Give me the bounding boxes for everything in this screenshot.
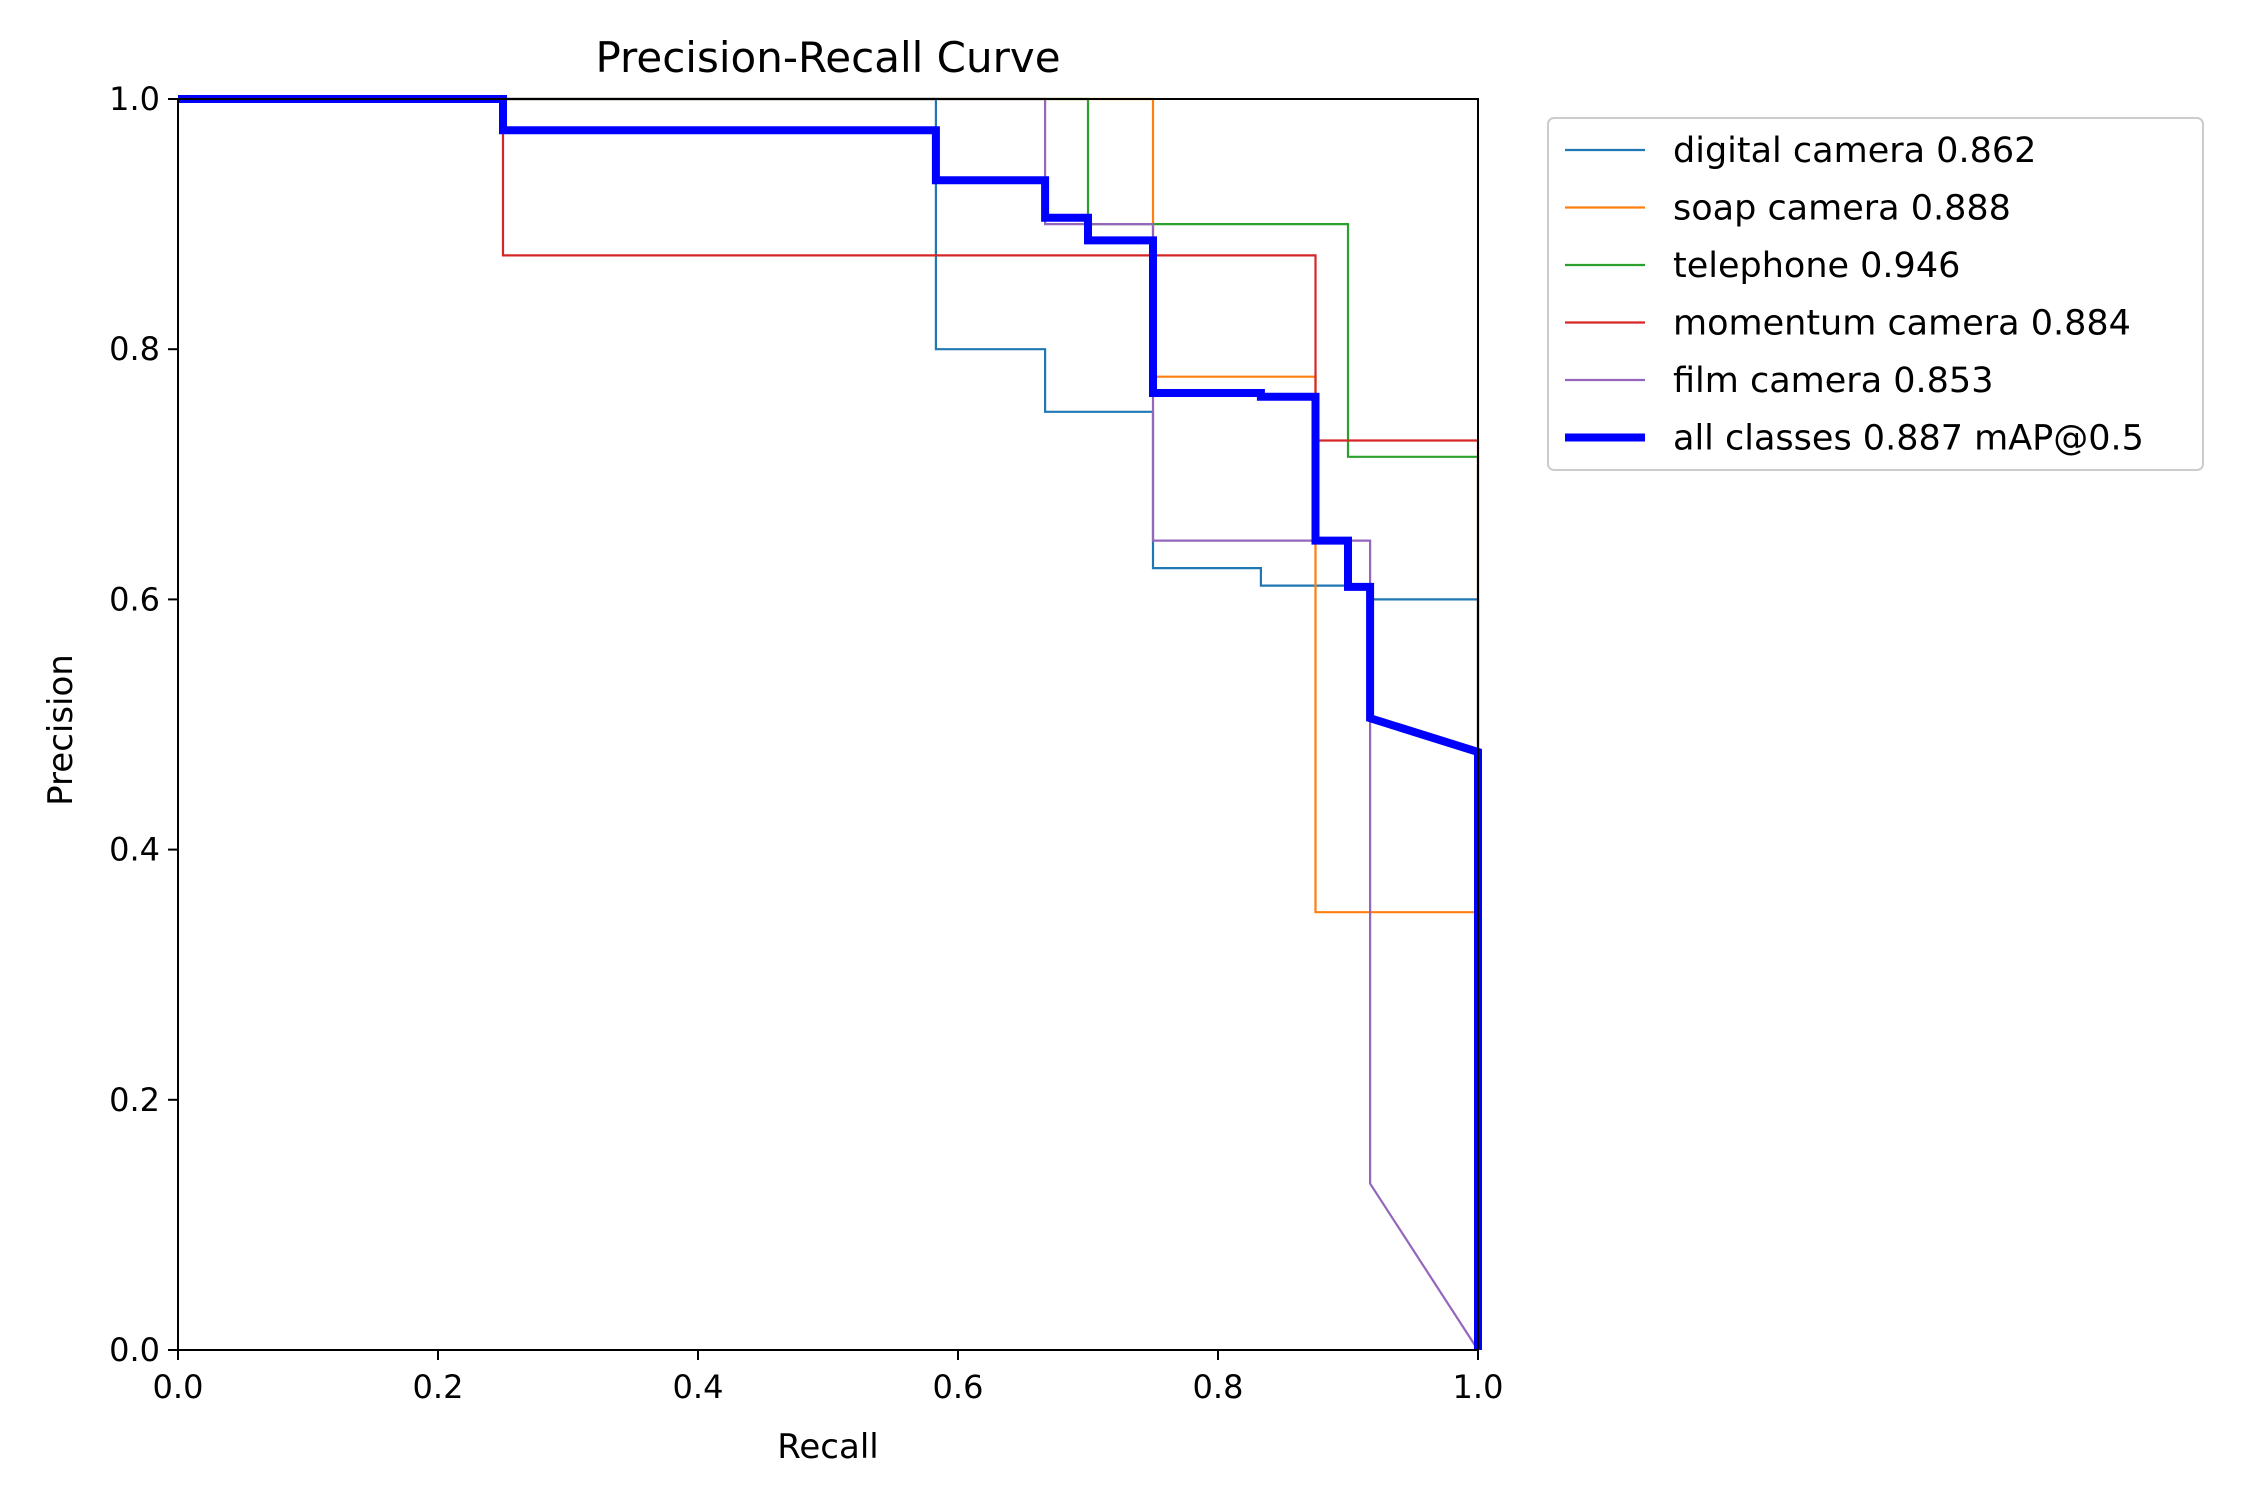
- x-tick-label: 0.2: [413, 1368, 464, 1406]
- series-line-0: [178, 97, 1480, 1350]
- y-axis-label: Precision: [41, 654, 81, 806]
- series-line-2: [178, 97, 1480, 1350]
- chart-title: Precision-Recall Curve: [595, 33, 1060, 82]
- legend-label: momentum camera 0.884: [1673, 304, 2131, 344]
- y-tick-label: 0.2: [109, 1081, 160, 1119]
- x-tick-label: 0.0: [153, 1368, 204, 1406]
- y-axis-ticks: 0.0 0.2 0.4 0.6 0.8 1.0: [109, 80, 178, 1369]
- x-tick-label: 1.0: [1453, 1368, 1504, 1406]
- x-axis-ticks: 0.0 0.2 0.4 0.6 0.8 1.0: [153, 1350, 1504, 1406]
- legend-frame: [1547, 117, 2204, 471]
- series-line-5: [178, 95, 1482, 1350]
- y-tick-label: 1.0: [109, 80, 160, 118]
- legend-label: film camera 0.853: [1673, 361, 1993, 401]
- plot-frame: [177, 98, 1479, 1351]
- legend-label: digital camera 0.862: [1673, 131, 2036, 171]
- series-line-1: [178, 97, 1480, 1350]
- y-tick-label: 0.4: [109, 831, 160, 869]
- x-axis-label: Recall: [777, 1427, 878, 1467]
- x-tick-label: 0.4: [673, 1368, 724, 1406]
- legend-label: soap camera 0.888: [1673, 189, 2011, 229]
- series-line-3: [178, 97, 1480, 1350]
- legend-label: all classes 0.887 mAP@0.5: [1673, 419, 2144, 459]
- y-tick-label: 0.8: [109, 330, 160, 368]
- series-line-4: [178, 97, 1479, 1351]
- legend-label: telephone 0.946: [1673, 246, 1960, 286]
- y-tick-label: 0.6: [109, 580, 160, 618]
- legend: digital camera 0.862 soap camera 0.888 tel…: [1547, 117, 2204, 471]
- series-lines: [178, 95, 1482, 1351]
- x-tick-label: 0.6: [933, 1368, 984, 1406]
- x-tick-label: 0.8: [1193, 1368, 1244, 1406]
- y-tick-label: 0.0: [109, 1331, 160, 1369]
